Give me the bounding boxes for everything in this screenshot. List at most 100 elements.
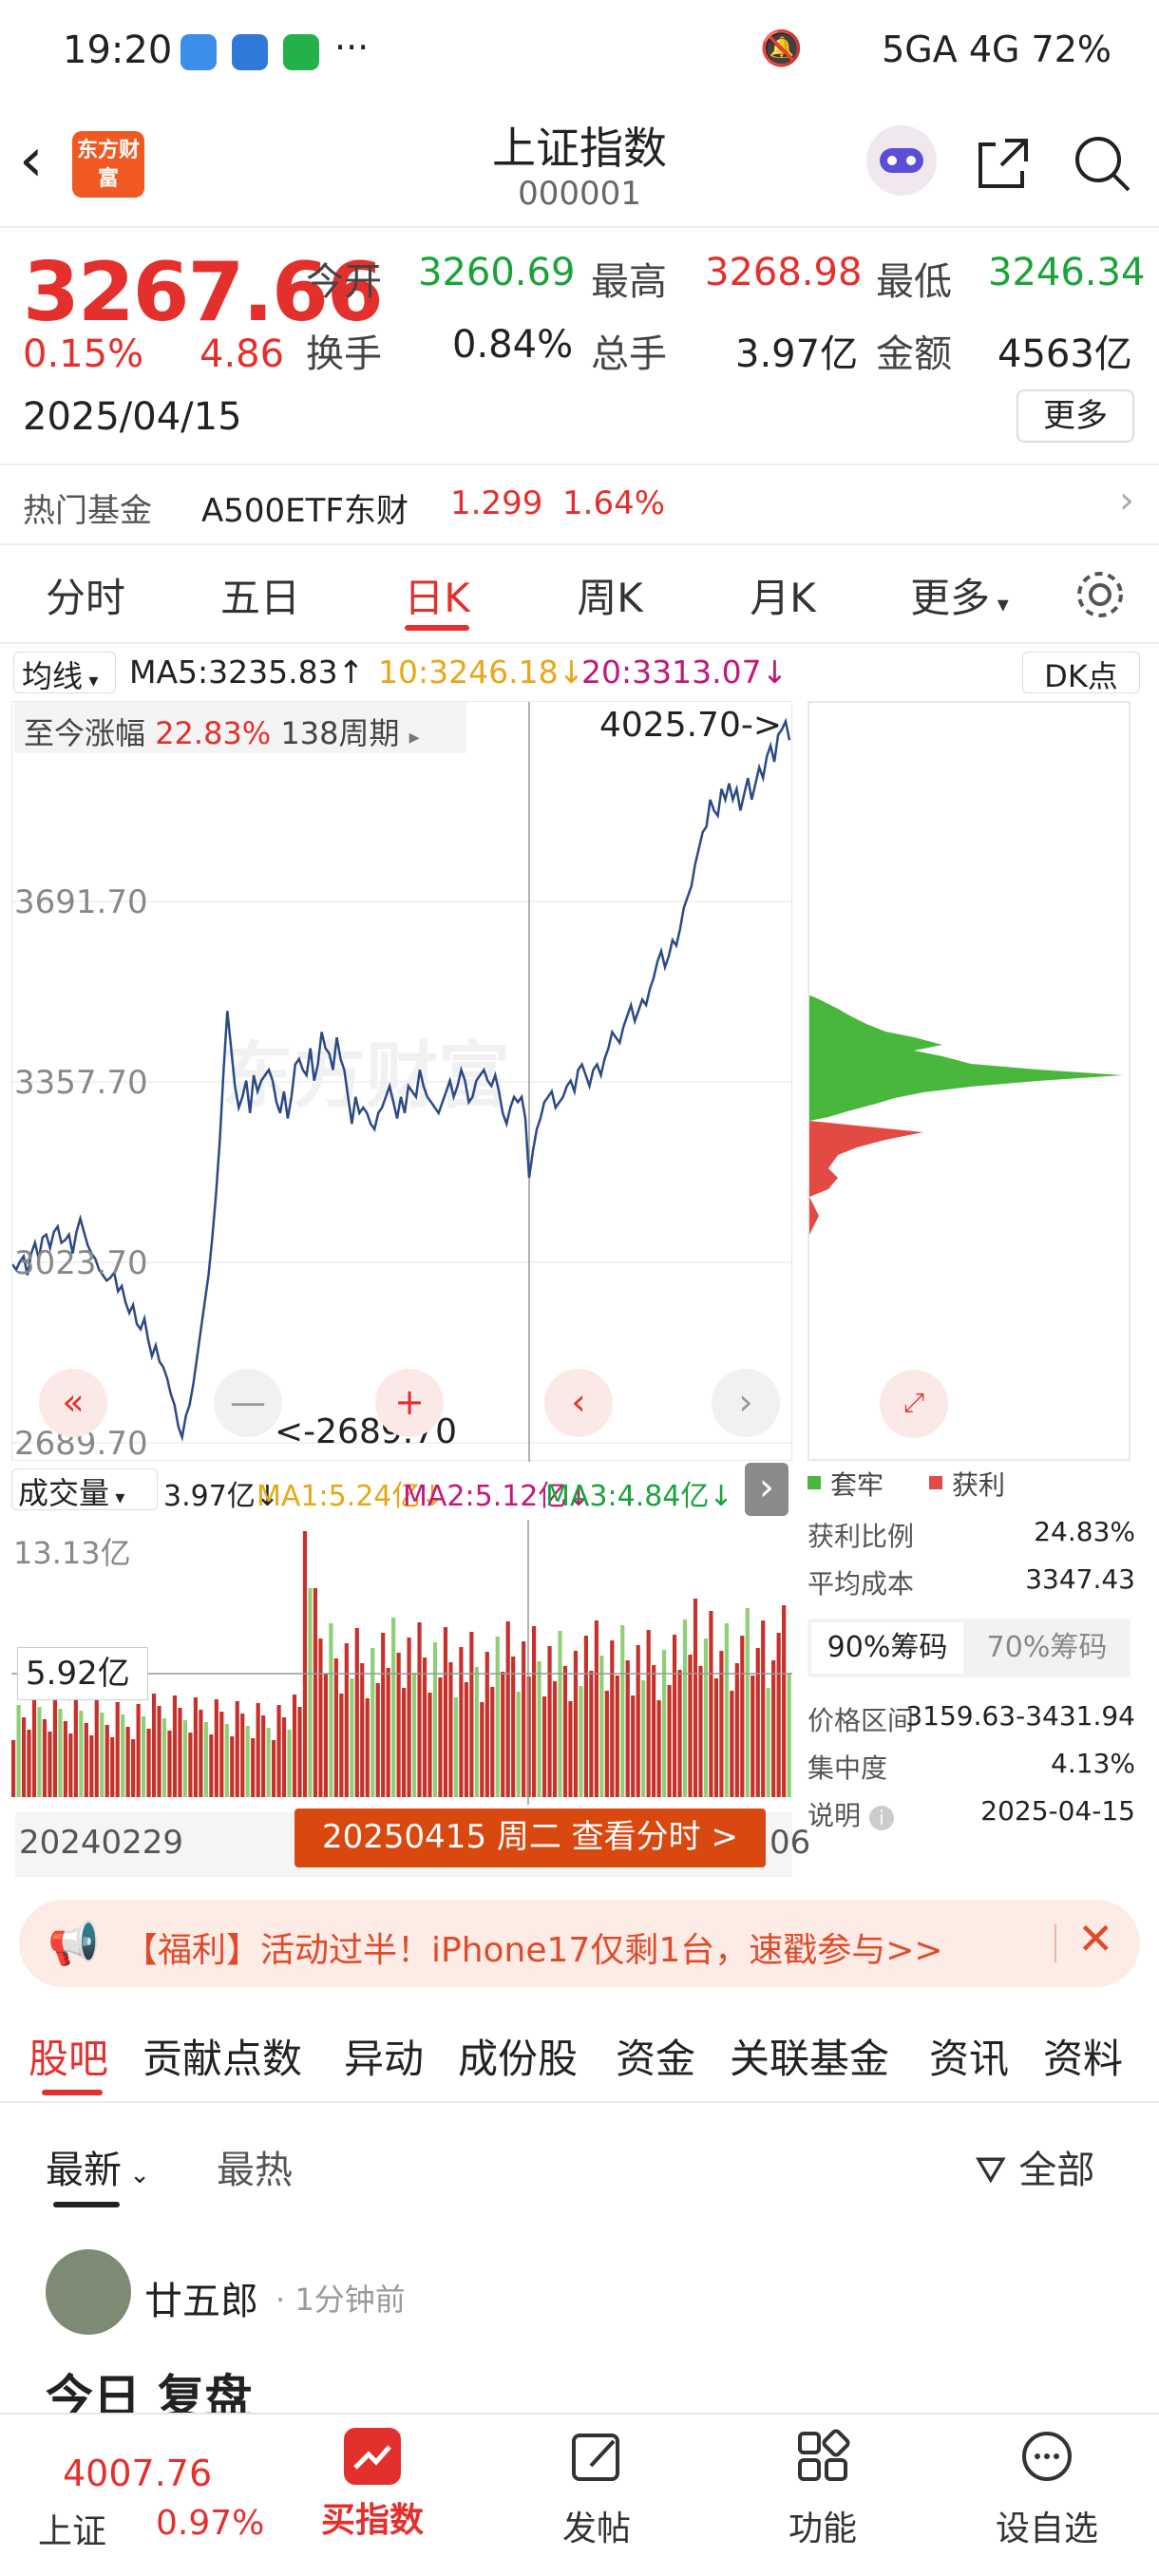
tab-daily-k[interactable]: 日K	[404, 575, 470, 621]
nav-functions[interactable]: 功能	[728, 2415, 918, 2550]
volume-bar	[604, 1691, 609, 1797]
assistant-avatar-icon[interactable]	[866, 125, 937, 196]
profit-legend-swatch	[929, 1476, 942, 1489]
scroll-left-button[interactable]: ‹	[544, 1369, 613, 1437]
volume-bar	[730, 1691, 734, 1797]
volume-ma1: MA1:5.24亿↓	[256, 1480, 445, 1513]
volume-bar	[662, 1650, 667, 1797]
dk-point-button[interactable]: DK点	[1022, 652, 1140, 694]
tab-intraday[interactable]: 分时	[45, 575, 125, 621]
volume-bar	[350, 1678, 354, 1797]
volume-bar	[573, 1651, 579, 1797]
sort-hot[interactable]: 最热	[217, 2149, 293, 2192]
volume-bar	[302, 1531, 308, 1797]
volume-bar	[755, 1648, 760, 1797]
tab-guba[interactable]: 股吧	[28, 2036, 109, 2082]
high-label: 最高	[591, 260, 667, 304]
volume-bar	[162, 1718, 167, 1797]
hot-fund-bar[interactable]: 热门基金 A500ETF东财 1.299 1.64% ›	[0, 465, 1159, 545]
volume-bar	[333, 1658, 338, 1797]
price-line	[12, 717, 791, 1442]
settings-gear-icon[interactable]	[1072, 566, 1129, 623]
volume-bar	[652, 1665, 656, 1797]
nav-add-watchlist[interactable]: 设自选	[952, 2415, 1142, 2550]
volume-bar	[782, 1605, 787, 1797]
open-value: 3260.69	[418, 251, 576, 294]
high-value: 3268.98	[705, 251, 863, 294]
volume-bar	[776, 1633, 781, 1797]
price-range-value: 3159.63-3431.94	[905, 1700, 1135, 1732]
tab-profile[interactable]: 资料	[1043, 2036, 1124, 2082]
volume-bar	[484, 1652, 489, 1797]
range-info[interactable]: 至今涨幅 22.83% 138周期 ▸	[14, 702, 466, 753]
volume-bar	[52, 1696, 58, 1797]
volume-chart[interactable]: 13.13亿 5.92亿 20240229 20250415 周二 查看分时 >…	[11, 1520, 810, 1881]
back-icon[interactable]: ‹	[19, 125, 44, 196]
promo-banner[interactable]: 📢 【福利】活动过半！iPhone17仅剩1台，速戳参与>> ✕	[19, 1900, 1140, 1987]
share-icon[interactable]	[973, 133, 1034, 194]
volume-bar	[734, 1663, 739, 1797]
volume-bar	[677, 1670, 682, 1797]
volume-bar	[537, 1661, 542, 1797]
volume-bar	[219, 1712, 224, 1797]
banner-divider	[1054, 1924, 1056, 1962]
change-percent: 0.15%	[23, 332, 144, 376]
zoom-out-button[interactable]: —	[214, 1369, 282, 1437]
avg-cost-label: 平均成本	[808, 1568, 915, 1600]
volume-bar	[375, 1683, 380, 1797]
tab-five-day[interactable]: 五日	[219, 575, 300, 621]
tab-monthly-k[interactable]: 月K	[750, 575, 816, 621]
volume-bar	[599, 1656, 604, 1797]
volume-bar	[583, 1636, 588, 1797]
view-intraday-button[interactable]: 20250415 周二 查看分时 >	[294, 1809, 766, 1867]
trapped-legend-swatch	[808, 1476, 821, 1489]
avatar[interactable]	[46, 2249, 131, 2335]
expand-icon[interactable]: ⤢	[880, 1370, 948, 1438]
tab-weekly-k[interactable]: 周K	[577, 575, 643, 621]
volume-bar	[402, 1688, 407, 1797]
volume-bar	[672, 1635, 677, 1797]
zoom-in-button[interactable]: +	[375, 1369, 444, 1437]
filter-all[interactable]: ⛛ 全部	[975, 2149, 1095, 2192]
volume-bar	[157, 1706, 162, 1797]
tab-capital[interactable]: 资金	[616, 2036, 696, 2082]
expand-panel-button[interactable]: ›	[745, 1463, 788, 1516]
close-icon[interactable]: ✕	[1077, 1913, 1114, 1964]
sort-latest[interactable]: 最新 ⌄	[46, 2149, 151, 2192]
post-item[interactable]: 廿五郎 · 1分钟前 今日 复盘	[0, 2226, 1159, 2425]
scroll-right-button[interactable]: ›	[712, 1369, 780, 1437]
tab-70-chip[interactable]: 70%筹码	[986, 1631, 1108, 1664]
nav-post[interactable]: 发帖	[502, 2415, 692, 2550]
mute-icon: 🔕	[760, 29, 803, 68]
search-icon[interactable]	[1072, 133, 1132, 194]
tab-90-chip[interactable]: 90%筹码	[811, 1622, 963, 1674]
tab-movement[interactable]: 异动	[344, 2036, 425, 2082]
chip-distribution-chart[interactable]: ⤢	[808, 701, 1130, 1461]
index-price: 4007.76	[63, 2453, 213, 2494]
post-author[interactable]: 廿五郎	[144, 2280, 258, 2323]
volume-indicator-select[interactable]: 成交量 ▾	[11, 1468, 158, 1511]
tab-news[interactable]: 资讯	[929, 2036, 1010, 2082]
more-button[interactable]: 更多	[1016, 389, 1134, 443]
volume-bar	[104, 1725, 109, 1797]
info-icon: i	[868, 1806, 894, 1830]
tab-more[interactable]: 更多 ▾	[910, 575, 1009, 621]
tab-constituents[interactable]: 成份股	[458, 2036, 579, 2082]
nav-buy-index[interactable]: 买指数	[277, 2415, 467, 2542]
tab-contribution[interactable]: 贡献点数	[142, 2036, 303, 2082]
kline-chart[interactable]: 东方财富 4025.70-> <-2689.70 3691.70 3357.70 3…	[11, 701, 793, 1462]
volume-bar	[552, 1681, 558, 1797]
volume-bar	[438, 1677, 443, 1797]
volume-bar	[719, 1651, 724, 1797]
volume-legend: 成交量 ▾ 3.97亿↓ MA1:5.24亿↓ MA2:5.12亿↓ MA3:4…	[11, 1463, 792, 1520]
avg-cost-value: 3347.43	[1025, 1563, 1135, 1595]
volume-bar	[579, 1686, 583, 1797]
chip-info: 套牢 获利 获利比例 24.83% 平均成本 3347.43 90%筹码 70%…	[808, 1463, 1135, 1831]
tab-related-funds[interactable]: 关联基金	[730, 2036, 890, 2082]
indicator-select[interactable]: 均线 ▾	[13, 652, 116, 694]
end-date-tail: 06	[770, 1824, 811, 1862]
active-tab-indicator	[405, 625, 469, 631]
fast-rewind-button[interactable]: «	[39, 1369, 107, 1437]
volume-bar	[381, 1633, 386, 1797]
volume-bar	[693, 1599, 698, 1797]
